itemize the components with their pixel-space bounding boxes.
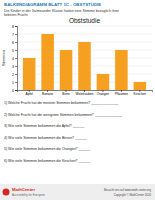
footer-tagline: Accessibility for Everyone (12, 193, 45, 197)
bar (23, 58, 36, 90)
tick-label: Birne (62, 92, 70, 96)
question: 2) Welche Frucht hat die wenigsten Stimm… (4, 113, 122, 117)
grid-line (17, 34, 152, 35)
tick: 8 (12, 25, 17, 29)
tick: Orangen (97, 90, 110, 96)
tick-mark (15, 90, 17, 91)
tick-label: Weintrauben (75, 92, 93, 96)
tick-label: Apfel (26, 92, 34, 96)
tick: Banane (42, 90, 53, 96)
tick-label: 0 (12, 89, 14, 93)
tick: 4 (12, 57, 17, 61)
tick: 0 (12, 89, 17, 93)
question: 3) Wie viele Stimmen bekommen die Apfel?… (4, 124, 84, 128)
header: BALKENDIAGRAMM BLATT 1C - OBSTSTUDIE (4, 2, 101, 7)
tick-label: Orangen (97, 92, 110, 96)
axis-line (15, 27, 18, 91)
tick-label: 8 (12, 25, 14, 29)
bar (78, 42, 91, 90)
tick-mark (15, 58, 17, 59)
tick-mark (15, 26, 17, 27)
tick: Birne (62, 90, 70, 96)
tick: 1 (12, 81, 17, 85)
question: 1) Welche Frucht hat die meisten Stimmen… (4, 101, 119, 105)
logo (3, 189, 10, 196)
y-axis: 0 1 2 3 4 5 6 7 8 (12, 25, 17, 93)
question: 5) Wie viele Stimmen bekommen die Orange… (4, 147, 90, 151)
tick-label: Pflaumen (115, 92, 129, 96)
chart-title: Obststudie (69, 17, 100, 24)
axis-title: Stimmen (1, 50, 6, 66)
subheader: liebsten Frucht. (4, 13, 29, 17)
tick: Kirschen (134, 90, 147, 96)
footer-bg (0, 184, 155, 200)
tick-mark (15, 50, 17, 51)
tick-label: 6 (12, 41, 14, 45)
bar (60, 50, 73, 90)
tick: Weintrauben (75, 90, 93, 96)
x-axis: Apfel Banane Birne Weintrauben Orangen Pflaum… (18, 90, 153, 96)
bar (97, 74, 110, 90)
tick-label: 2 (12, 73, 14, 77)
tick: Apfel (26, 90, 34, 96)
tick-mark (15, 82, 17, 83)
bar (134, 82, 147, 90)
question: 4) Wie viele Stimmen bekommen die Birnen… (4, 136, 87, 140)
grid (17, 26, 152, 90)
bar (41, 34, 54, 90)
tick: 5 (12, 49, 17, 53)
tick-label: 1 (12, 81, 14, 85)
tick-mark (15, 66, 17, 67)
tick-label: 4 (12, 57, 14, 61)
tick: 7 (12, 33, 17, 37)
tick: 3 (12, 65, 17, 69)
tick-mark (15, 42, 17, 43)
tick: 2 (12, 73, 17, 77)
bars (23, 34, 146, 90)
tick-label: Kirschen (134, 92, 147, 96)
page: BALKENDIAGRAMM BLATT 1C - OBSTSTUDIEDie … (0, 0, 155, 200)
tick: Pflaumen (115, 90, 129, 96)
grid-line (17, 26, 152, 27)
tick-mark (15, 74, 17, 75)
tick-label: Banane (42, 92, 53, 96)
footer: MathCenterAccessibility for Everyone Besu… (0, 184, 155, 200)
footer-copyright: Copyright © MathCenter 2020 (114, 193, 152, 197)
question: 6) Wie viele Stimmen bekommen die Kirsch… (4, 159, 90, 163)
tick-label: 5 (12, 49, 14, 53)
tick: 6 (12, 41, 17, 45)
footer-website: Besucht uns auf www.math-center.org (104, 188, 152, 192)
bar (115, 50, 128, 90)
tick-label: 3 (12, 65, 14, 69)
tick-mark (15, 34, 17, 35)
tick-label: 7 (12, 33, 14, 37)
footer-brand: MathCenter (12, 187, 35, 192)
